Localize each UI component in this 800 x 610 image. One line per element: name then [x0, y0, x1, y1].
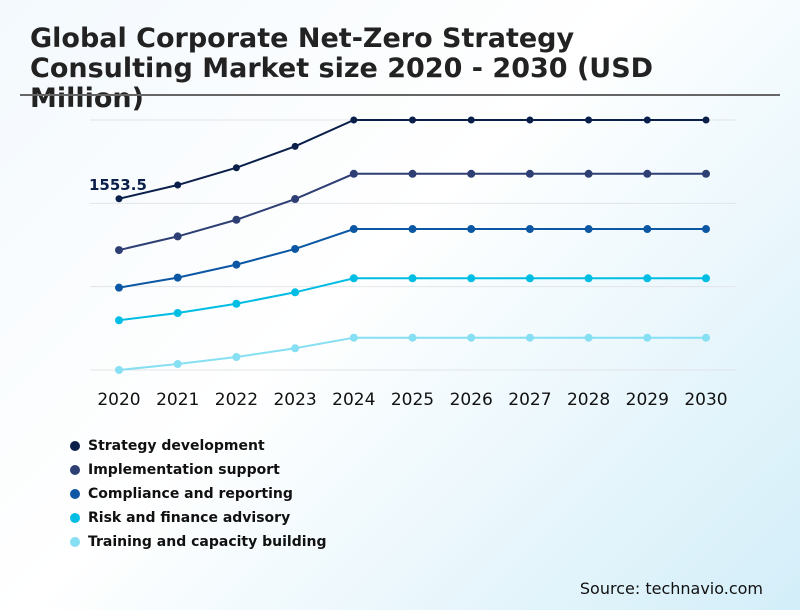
- legend: Strategy development Implementation suppo…: [70, 434, 327, 554]
- chart-title: Global Corporate Net-Zero Strategy Consu…: [30, 23, 654, 114]
- data-point: [115, 246, 123, 255]
- data-point: [585, 116, 593, 124]
- data-point: [584, 274, 593, 283]
- data-point: [467, 225, 476, 234]
- x-tick-label: 2025: [391, 390, 434, 410]
- legend-item: Strategy development: [70, 434, 327, 458]
- x-tick-label: 2023: [273, 390, 316, 410]
- x-tick-label: 2026: [450, 390, 493, 410]
- data-point: [409, 116, 416, 124]
- data-point: [173, 360, 182, 369]
- data-point: [584, 169, 593, 178]
- data-point: [584, 225, 593, 234]
- data-point: [467, 116, 475, 124]
- data-point: [408, 225, 417, 234]
- data-point: [643, 333, 652, 342]
- x-tick-label: 2027: [508, 390, 551, 410]
- data-point: [702, 274, 710, 283]
- data-point: [349, 333, 358, 342]
- title-divider: [20, 94, 780, 96]
- data-point: [350, 116, 358, 124]
- data-point: [467, 274, 476, 283]
- data-point: [643, 225, 652, 234]
- legend-marker-icon: [70, 537, 80, 547]
- source-label: Source: technavio.com: [579, 579, 763, 598]
- x-tick-label: 2028: [567, 390, 610, 410]
- x-tick-label: 2020: [97, 390, 140, 410]
- data-point: [408, 333, 417, 342]
- data-point: [173, 232, 182, 241]
- data-point: [643, 274, 652, 283]
- x-tick-label: 2029: [626, 390, 669, 410]
- data-point: [291, 288, 300, 297]
- data-point: [115, 316, 123, 325]
- data-point: [408, 169, 417, 178]
- legend-label: Strategy development: [88, 438, 265, 454]
- data-point: [173, 309, 182, 318]
- legend-marker-icon: [70, 465, 80, 475]
- data-point: [643, 169, 652, 178]
- data-point: [115, 195, 123, 203]
- data-point: [173, 273, 182, 282]
- data-point: [702, 333, 710, 342]
- legend-label: Risk and finance advisory: [88, 510, 291, 526]
- legend-marker-icon: [70, 489, 80, 499]
- data-point: [349, 169, 358, 178]
- series-line: [118, 119, 706, 200]
- data-point: [349, 274, 358, 283]
- data-point: [467, 169, 476, 178]
- legend-marker-icon: [70, 513, 80, 523]
- x-tick-label: 2022: [215, 390, 258, 410]
- x-tick-label: 2021: [156, 390, 199, 410]
- data-point: [232, 352, 241, 361]
- data-point: [232, 299, 241, 308]
- series-line: [118, 336, 706, 371]
- data-point: [115, 283, 123, 292]
- data-point: [232, 260, 241, 269]
- data-point: [232, 164, 240, 172]
- data-point: [584, 333, 593, 342]
- series-line: [118, 277, 706, 322]
- data-point: [525, 169, 534, 178]
- data-point: [702, 169, 710, 178]
- x-tick-label: 2024: [332, 390, 375, 410]
- data-point: [525, 225, 534, 234]
- data-point: [408, 274, 417, 283]
- data-point: [467, 333, 476, 342]
- x-tick-label: 2030: [684, 390, 727, 410]
- legend-item: Implementation support: [70, 458, 327, 482]
- legend-item: Compliance and reporting: [70, 482, 327, 506]
- legend-marker-icon: [70, 441, 80, 451]
- data-point: [525, 333, 534, 342]
- legend-label: Compliance and reporting: [88, 486, 293, 502]
- data-point: [291, 195, 300, 204]
- data-point: [643, 116, 651, 124]
- legend-item: Training and capacity building: [70, 530, 327, 554]
- data-point: [291, 244, 300, 253]
- data-point: [291, 344, 300, 353]
- series-line: [118, 172, 706, 252]
- data-label: 1553.5: [89, 176, 147, 194]
- legend-item: Risk and finance advisory: [70, 506, 327, 530]
- data-point: [525, 274, 534, 283]
- data-point: [232, 215, 241, 224]
- data-point: [115, 366, 123, 374]
- data-point: [291, 142, 299, 150]
- legend-label: Training and capacity building: [88, 534, 327, 550]
- data-point: [526, 116, 534, 124]
- data-point: [349, 225, 358, 234]
- data-point: [702, 225, 710, 234]
- legend-label: Implementation support: [88, 462, 280, 478]
- data-point: [174, 181, 182, 189]
- data-point: [702, 116, 710, 124]
